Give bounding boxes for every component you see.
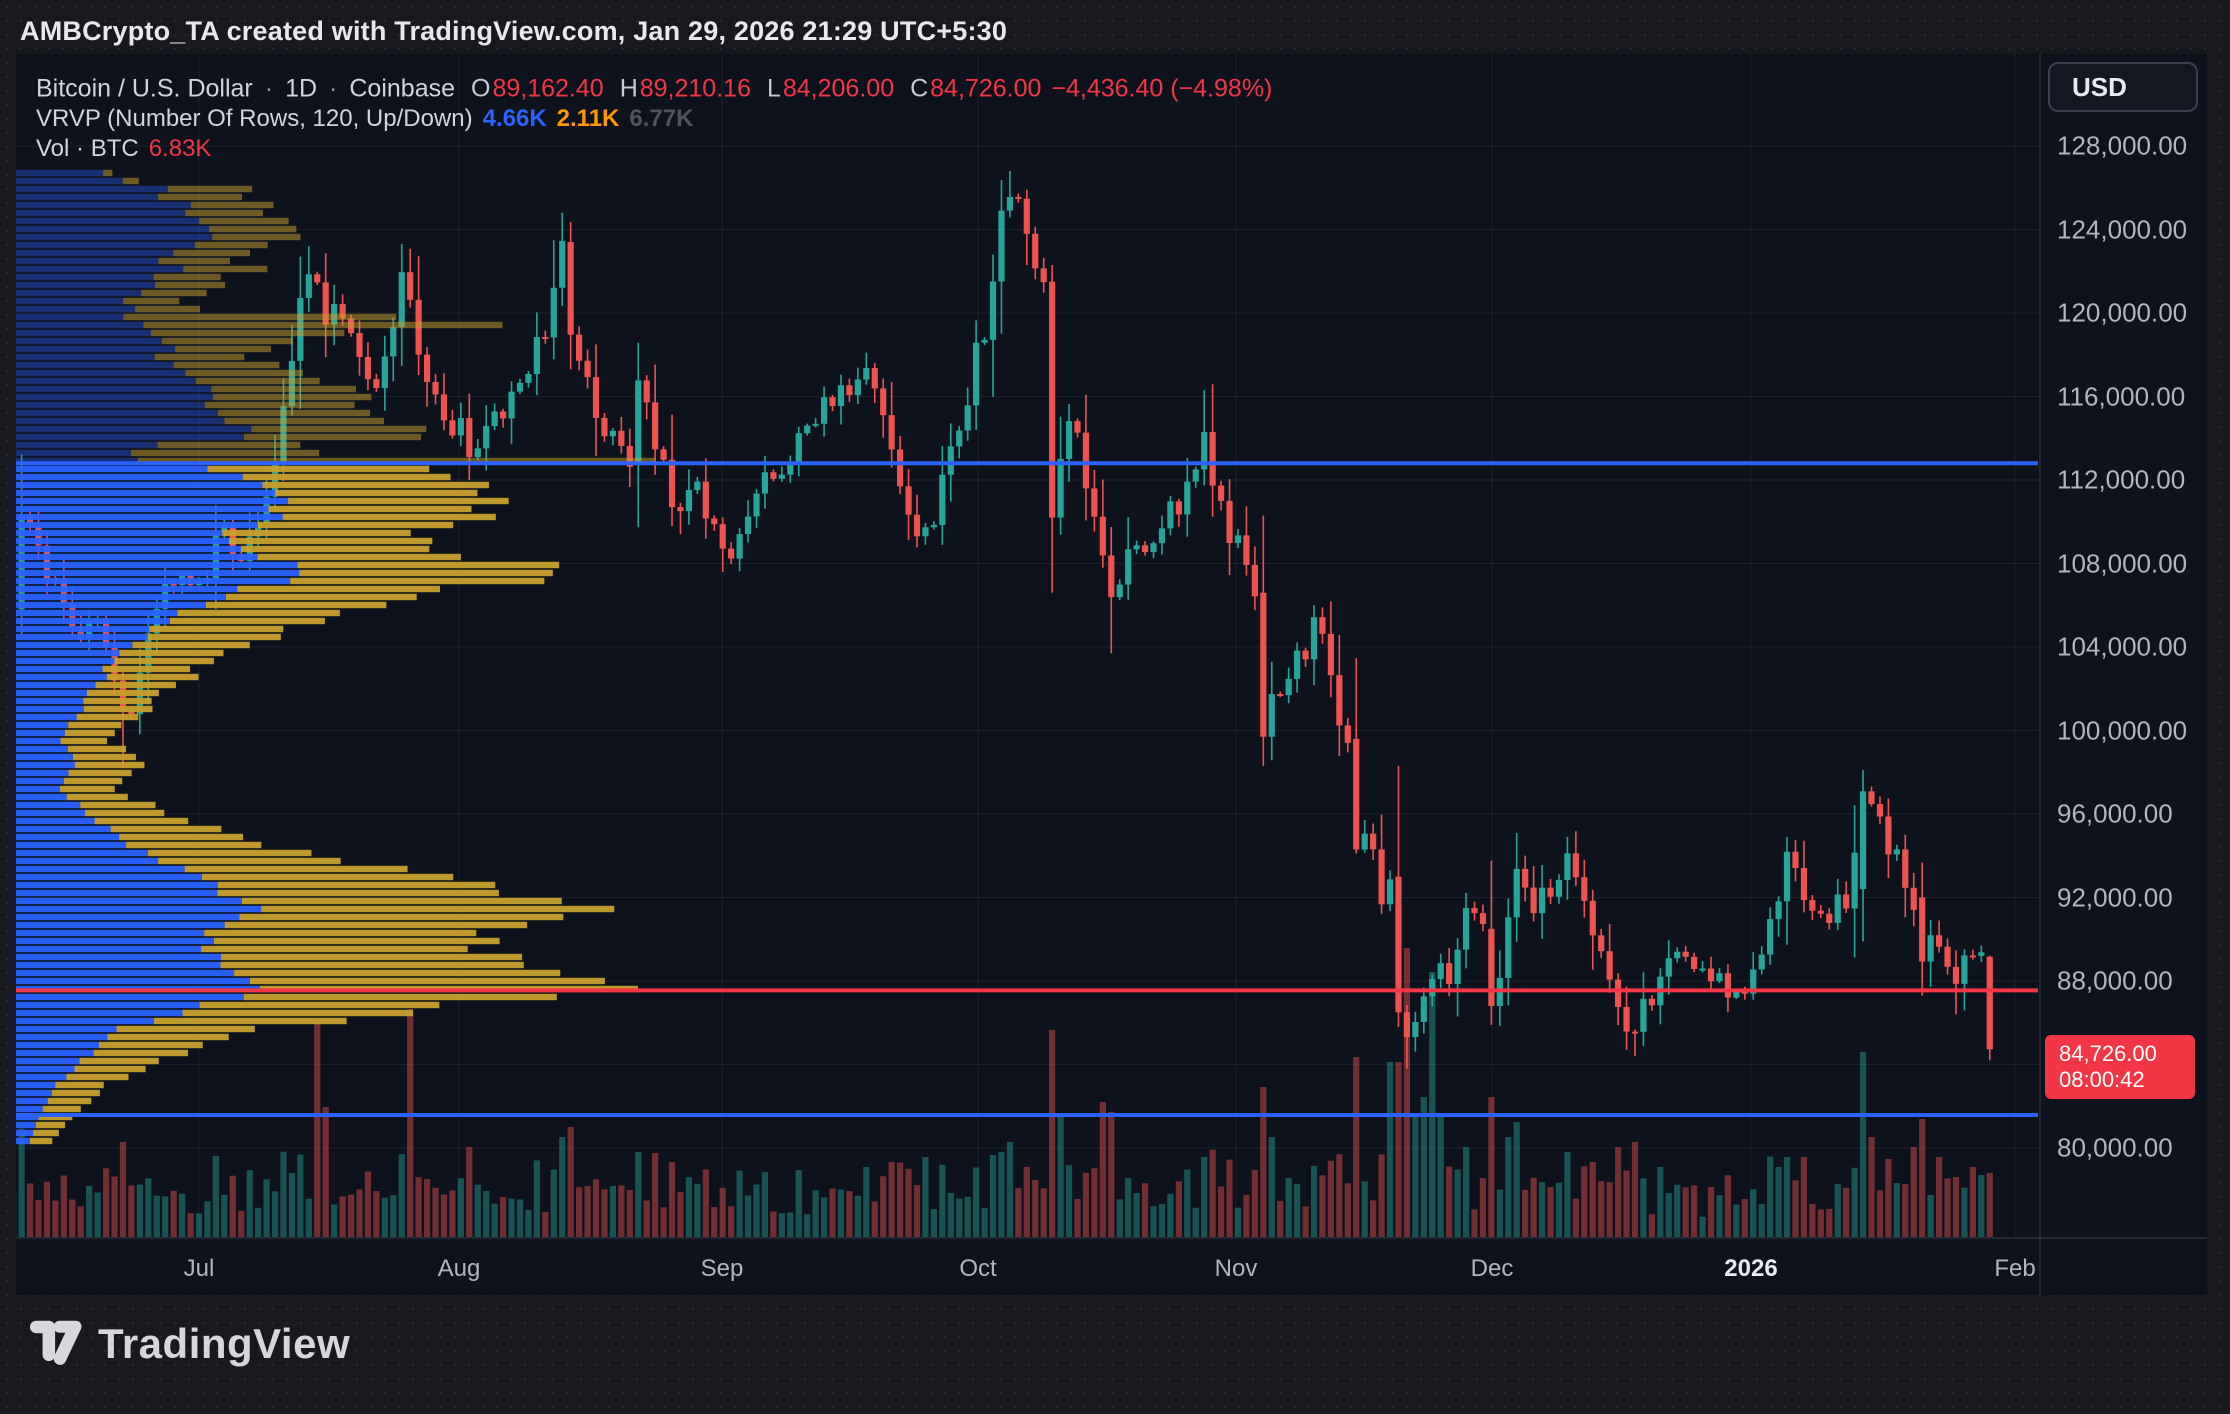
- price-axis-label: 120,000.00: [2057, 297, 2188, 328]
- price-axis-label: 116,000.00: [2057, 381, 2186, 411]
- ohlc-high: H 89,210.16: [619, 74, 751, 103]
- price-axis-label: 96,000.00: [2057, 798, 2173, 829]
- bar-countdown: 08:00:42: [2059, 1067, 2145, 1092]
- time-axis-label: Feb: [1994, 1255, 2036, 1282]
- volume-indicator-label[interactable]: Vol · BTC: [36, 135, 139, 162]
- time-axis-label: 2026: [1724, 1255, 1778, 1282]
- ohlc-close: C 84,726.00: [910, 74, 1042, 103]
- last-price-value: 84,726.00: [2059, 1041, 2157, 1066]
- price-axis-label: 112,000.00: [2057, 464, 2186, 495]
- price-axis-label: 128,000.00: [2057, 130, 2188, 161]
- legend-volume-row[interactable]: Vol · BTC 6.83K: [36, 135, 211, 163]
- price-axis-label: 108,000.00: [2057, 548, 2188, 578]
- price-axis-label: 80,000.00: [2057, 1132, 2173, 1163]
- interval-label[interactable]: 1D: [285, 74, 318, 103]
- vrvp-down-volume: 2.11K: [556, 105, 620, 132]
- vrvp-total-volume: 6.77K: [629, 105, 694, 132]
- vrvp-up-volume: 4.66K: [482, 105, 547, 132]
- exchange-label[interactable]: Coinbase: [349, 74, 456, 103]
- tradingview-logo[interactable]: TradingView: [30, 1320, 350, 1368]
- price-axis-label: 124,000.00: [2057, 214, 2188, 244]
- time-axis-label: Sep: [700, 1255, 744, 1282]
- separator: ·: [264, 74, 274, 103]
- tradingview-logo-icon: [30, 1320, 82, 1365]
- price-axis-label: 104,000.00: [2057, 631, 2188, 662]
- ohlc-open: O 89,162.40: [471, 74, 604, 103]
- time-axis-label: Oct: [959, 1255, 997, 1282]
- time-axis-label: Aug: [437, 1255, 481, 1282]
- currency-toggle-button[interactable]: USD: [2048, 62, 2198, 112]
- legend-vrvp-row[interactable]: VRVP (Number Of Rows, 120, Up/Down) 4.66…: [36, 105, 693, 133]
- separator: ·: [329, 74, 338, 103]
- price-axis-label: 92,000.00: [2057, 882, 2173, 912]
- vrvp-indicator-label[interactable]: VRVP (Number Of Rows, 120, Up/Down): [36, 105, 473, 132]
- price-axis-label: 100,000.00: [2057, 715, 2188, 745]
- time-axis-label: Jul: [183, 1255, 215, 1282]
- ohlc-low: L 84,206.00: [766, 74, 895, 103]
- price-axis-label: 88,000.00: [2057, 965, 2173, 996]
- change-value: −4,436.40 (−4.98%): [1051, 74, 1273, 103]
- symbol-title[interactable]: Bitcoin / U.S. Dollar: [36, 74, 253, 103]
- time-axis-label: Nov: [1214, 1255, 1258, 1282]
- time-axis-label: Dec: [1470, 1255, 1514, 1282]
- last-price-badge: 84,726.00 08:00:42: [2045, 1035, 2195, 1099]
- attribution-text: AMBCrypto_TA created with TradingView.co…: [20, 16, 1008, 46]
- tradingview-wordmark: TradingView: [98, 1320, 351, 1367]
- volume-value: 6.83K: [148, 135, 212, 162]
